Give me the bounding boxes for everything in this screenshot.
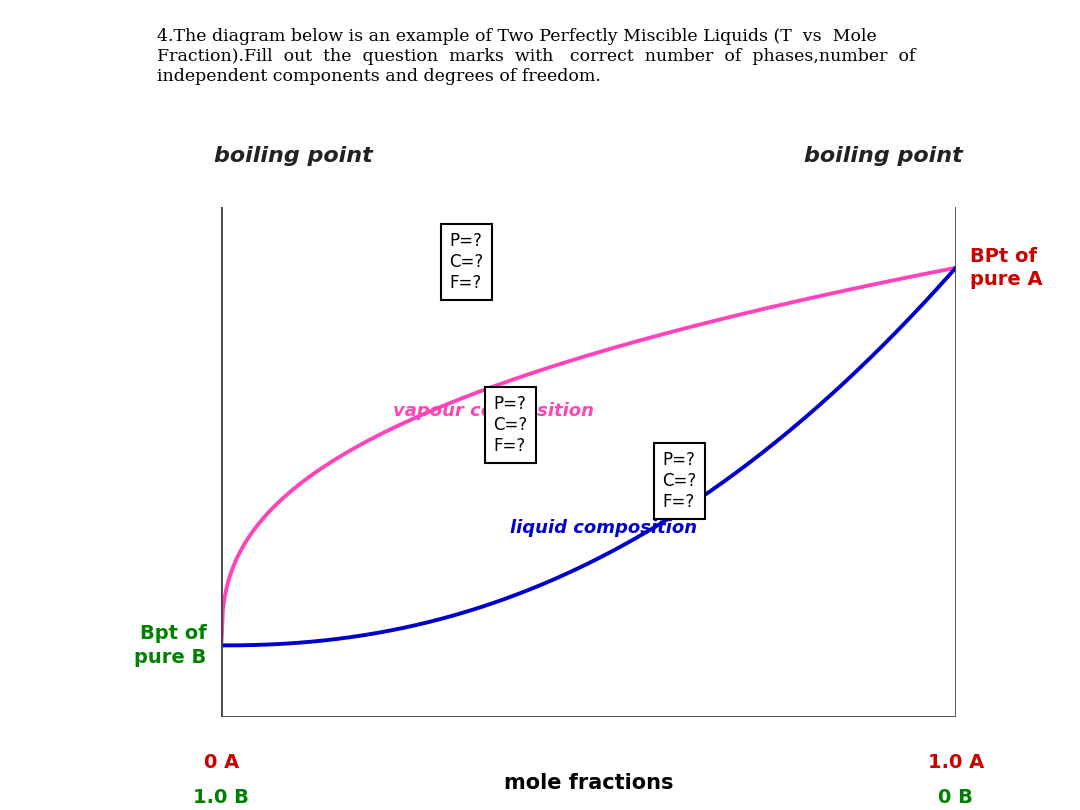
Text: 1.0 B: 1.0 B	[193, 788, 249, 808]
Text: liquid composition: liquid composition	[510, 519, 697, 537]
Text: boiling point: boiling point	[214, 146, 373, 166]
Text: 0 A: 0 A	[204, 752, 239, 772]
Text: 1.0 A: 1.0 A	[928, 752, 984, 772]
Text: P=?
C=?
F=?: P=? C=? F=?	[449, 232, 484, 292]
Text: boiling point: boiling point	[805, 146, 963, 166]
Text: Bpt of
pure B: Bpt of pure B	[135, 625, 206, 667]
Text: BPt of
pure A: BPt of pure A	[971, 246, 1043, 289]
Text: vapour composition: vapour composition	[393, 402, 594, 420]
Text: P=?
C=?
F=?: P=? C=? F=?	[662, 451, 697, 511]
Text: mole fractions: mole fractions	[504, 773, 673, 793]
Text: 4.The diagram below is an example of Two Perfectly Miscible Liquids (T  vs  Mole: 4.The diagram below is an example of Two…	[157, 28, 915, 84]
Text: 0 B: 0 B	[939, 788, 973, 808]
Text: P=?
C=?
F=?: P=? C=? F=?	[494, 395, 527, 455]
